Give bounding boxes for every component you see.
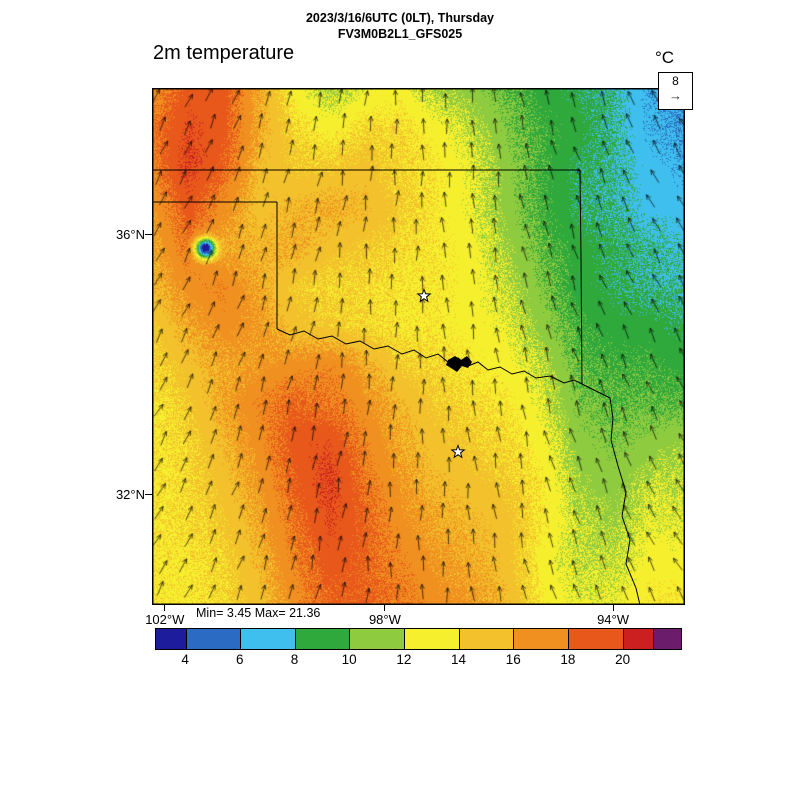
- city-star-marker: [450, 444, 466, 459]
- lon-tick-label: 102°W: [145, 612, 185, 627]
- map-title: 2m temperature: [153, 42, 295, 64]
- colorbar-segment: [567, 629, 623, 649]
- map-frame: [152, 88, 685, 605]
- colorbar-tick-label: 10: [341, 652, 357, 667]
- colorbar-segment: [294, 629, 350, 649]
- colorbar-tick-label: 4: [181, 652, 189, 667]
- wind-ref-value: 8: [672, 74, 679, 88]
- lake-texoma-shape: [446, 356, 472, 372]
- header-model: FV3M0B2L1_GFS025: [337, 27, 463, 41]
- minmax-label: Min= 3.45 Max= 21.36: [196, 606, 321, 620]
- lat-tick-mark: [145, 494, 152, 496]
- lat-tick-label: 36°N: [115, 226, 145, 242]
- colorbar-tick-label: 18: [560, 652, 576, 667]
- temperature-map-canvas: [152, 88, 685, 605]
- lon-tick-mark: [164, 605, 166, 611]
- colorbar-tick-label: 20: [615, 652, 631, 667]
- colorbar-segment: [185, 629, 241, 649]
- lon-tick-mark: [384, 605, 386, 611]
- state-border-line: [579, 169, 583, 385]
- colorbar-tick-label: 8: [290, 652, 299, 667]
- wind-ref-arrow-icon: →: [669, 88, 682, 103]
- colorbar-tick-label: 6: [236, 652, 244, 667]
- lon-tick-label: 98°W: [368, 612, 401, 627]
- colorbar-tick-label: 12: [396, 652, 412, 667]
- colorbar-segment: [404, 629, 459, 649]
- colorbar-segment: [653, 629, 681, 649]
- units-label: °C: [655, 48, 675, 67]
- colorbar-segment: [240, 629, 295, 649]
- lat-tick-label: 32°N: [115, 486, 145, 502]
- lat-tick-mark: [145, 234, 152, 236]
- state-border-line: [581, 383, 641, 605]
- header-datetime: 2023/3/16/6UTC (0LT), Thursday: [305, 11, 495, 25]
- colorbar-tick-label: 14: [451, 652, 467, 667]
- colorbar-segment: [622, 629, 654, 649]
- wind-reference-box: 8 →: [658, 72, 693, 110]
- colorbar-segment: [349, 629, 405, 649]
- map-overlay-svg: [152, 88, 685, 605]
- lon-tick-label: 94°W: [597, 612, 629, 627]
- colorbar-segment: [458, 629, 514, 649]
- state-border-line: [276, 328, 583, 385]
- city-star-marker: [416, 288, 432, 303]
- colorbar: [155, 628, 682, 650]
- lon-tick-mark: [612, 605, 614, 611]
- temperature-map: [152, 88, 685, 605]
- colorbar-segment: [156, 629, 186, 649]
- colorbar-segment: [513, 629, 568, 649]
- colorbar-tick-label: 16: [505, 652, 521, 667]
